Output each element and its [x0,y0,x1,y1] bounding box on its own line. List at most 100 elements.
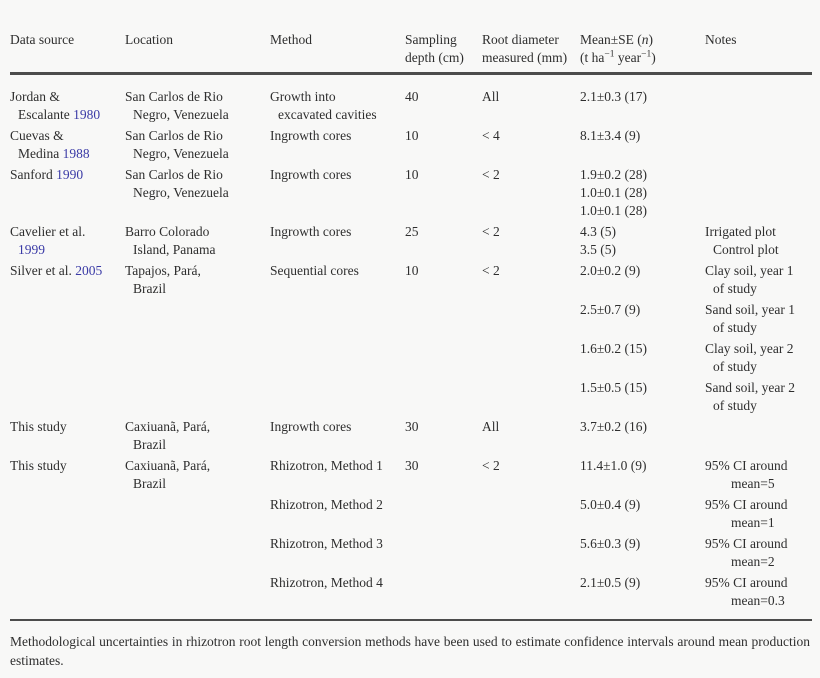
cell-line: measured (mm) [482,50,568,65]
cell-line: Island, Panama [133,242,216,257]
cell-line: Control plot [713,242,779,257]
column-header-data-source: Data source [10,31,125,67]
cell-sampling-depth [405,535,482,571]
cell-sampling-depth [405,340,482,376]
table-row: This study Caxiuanã, Pará, Brazil Ingrowth … [10,418,812,454]
cell-location: Tapajos, Pará, Brazil [125,262,270,298]
cell-root-diameter: < 4 [482,127,580,163]
cell-line: 95% CI around [705,575,788,590]
cell-line: Growth into [270,89,336,104]
table-row: Rhizotron, Method 3 5.6±0.3 (9) 95% CI aro… [10,535,812,571]
cell-mean-se: 1.9±0.2 (28) 1.0±0.1 (28) 1.0±0.1 (28) [580,166,705,220]
table-row: Sanford 1990 San Carlos de Rio Negro, Vene… [10,166,812,220]
table-row: Cuevas & Medina 1988 San Carlos de Rio Negr… [10,127,812,163]
cell-line: 25 [405,224,419,239]
cell-line: Irrigated plot [705,224,776,239]
cell-line: mean=1 [731,515,775,530]
cell-method: Rhizotron, Method 3 [270,535,405,571]
citation-link[interactable]: 1999 [18,242,45,257]
table-row: Silver et al. 2005 Tapajos, Pará, Brazil Se… [10,262,812,298]
cell-data-source [10,535,125,571]
cell-line: < 2 [482,224,500,239]
citation-link[interactable]: 1990 [56,167,84,182]
cell-root-diameter [482,301,580,337]
cell-data-source: Cuevas & Medina 1988 [10,127,125,163]
cell-line: 2.1±0.3 (17) [580,89,648,104]
text-segment: ) [651,50,656,65]
cell-root-diameter [482,379,580,415]
cell-mean-se: 5.6±0.3 (9) [580,535,705,571]
citation-link[interactable]: 1988 [62,146,90,161]
cell-mean-se: 8.1±3.4 (9) [580,127,705,163]
cell-method: Rhizotron, Method 1 [270,457,405,493]
cell-line: mean=5 [731,476,775,491]
cell-line: Sand soil, year 2 [705,380,795,395]
cell-line: < 2 [482,458,500,473]
column-header-sampling-depth: Sampling depth (cm) [405,31,482,67]
cell-sampling-depth: 40 [405,88,482,124]
cell-line: of study [713,281,757,296]
cell-sampling-depth: 25 [405,223,482,259]
cell-mean-se: 2.0±0.2 (9) [580,262,705,298]
cell-line: (t ha−1 year−1) [580,49,705,67]
cell-mean-se: 5.0±0.4 (9) [580,496,705,532]
cell-line: Ingrowth cores [270,128,352,143]
cell-method [270,301,405,337]
cell-method: Ingrowth cores [270,127,405,163]
cell-root-diameter [482,535,580,571]
cell-line: 40 [405,89,419,104]
cell-line: 2.0±0.2 (9) [580,263,641,278]
cell-root-diameter: < 2 [482,223,580,259]
cell-line: < 2 [482,167,500,182]
cell-method: Sequential cores [270,262,405,298]
cell-line: Escalante 1980 [10,106,125,124]
cell-method: Rhizotron, Method 2 [270,496,405,532]
cell-mean-se: 1.6±0.2 (15) [580,340,705,376]
cell-line: 10 [405,128,419,143]
text-segment: (t ha [580,50,605,65]
cell-data-source [10,340,125,376]
cell-mean-se: 4.3 (5) 3.5 (5) [580,223,705,259]
cell-line: Ingrowth cores [270,419,352,434]
cell-data-source: Silver et al. 2005 [10,262,125,298]
cell-data-source: Cavelier et al. 1999 [10,223,125,259]
table-row: 1.5±0.5 (15) Sand soil, year 2 of study [10,379,812,415]
cell-line: Cavelier et al. [10,224,86,239]
cell-line: Brazil [133,476,166,491]
cell-data-source: Jordan & Escalante 1980 [10,88,125,124]
text-segment: Medina [18,146,63,161]
table-body: Jordan & Escalante 1980 San Carlos de Rio N… [10,75,812,610]
citation-link[interactable]: 1980 [73,107,101,122]
cell-line: 30 [405,458,419,473]
cell-line: 10 [405,167,419,182]
text-segment: Silver et al. [10,263,76,278]
cell-data-source: Sanford 1990 [10,166,125,220]
citation-link[interactable]: 2005 [75,263,103,278]
table-row: Cavelier et al. 1999 Barro Colorado Island,… [10,223,812,259]
table-row: Jordan & Escalante 1980 San Carlos de Rio N… [10,88,812,124]
table-row: Rhizotron, Method 2 5.0±0.4 (9) 95% CI aro… [10,496,812,532]
cell-root-diameter [482,574,580,610]
cell-notes [705,127,812,163]
table-header-grid: Data source Location Method Sampling depth (… [10,31,812,67]
superscript: −1 [641,49,652,60]
cell-sampling-depth: 10 [405,166,482,220]
cell-notes: Clay soil, year 1 of study [705,262,812,298]
cell-line: 95% CI around [705,536,788,551]
cell-line: Method [270,32,312,47]
cell-root-diameter: < 2 [482,262,580,298]
cell-line: San Carlos de Rio [125,89,223,104]
column-header-method: Method [270,31,405,67]
cell-line: depth (cm) [405,50,464,65]
cell-notes: 95% CI around mean=0.3 [705,574,812,610]
cell-line: Negro, Venezuela [133,146,229,161]
cell-line: Rhizotron, Method 2 [270,497,383,512]
cell-method: Ingrowth cores [270,223,405,259]
cell-line: San Carlos de Rio [125,128,223,143]
footnote-rule [10,619,812,621]
cell-notes: Sand soil, year 2 of study [705,379,812,415]
cell-line: 1999 [10,241,125,259]
cell-location: San Carlos de Rio Negro, Venezuela [125,88,270,124]
cell-line: Medina 1988 [10,145,125,163]
cell-line: All [482,419,500,434]
